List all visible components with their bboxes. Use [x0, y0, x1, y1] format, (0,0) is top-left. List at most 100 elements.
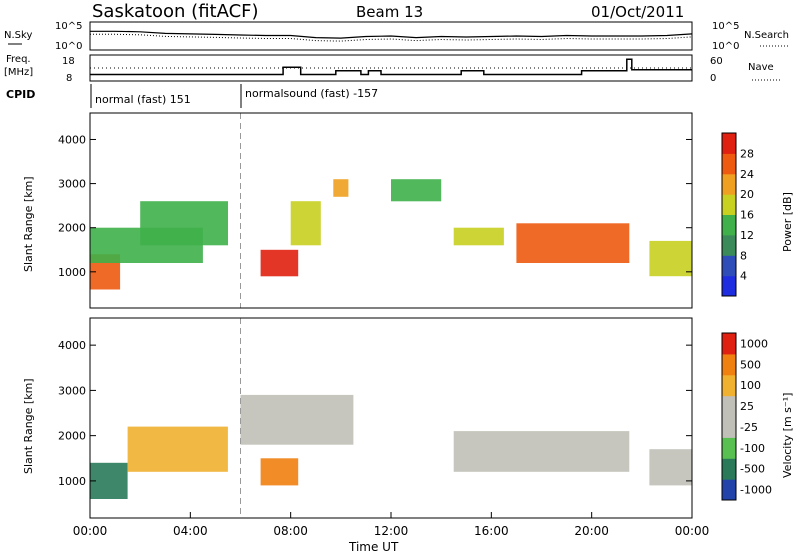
velocity-colorbar-cell-1 — [722, 458, 736, 480]
x-tick-label-5: 20:00 — [574, 524, 609, 538]
power-colorbar-tick-0: 4 — [740, 270, 747, 283]
noise-sky-label: N.Sky — [4, 30, 32, 41]
velocity-colorbar-frame — [721, 332, 737, 501]
freq-label-line1: Freq. — [6, 54, 31, 65]
power-colorbar-cell-0 — [722, 275, 736, 297]
power-panel-frame — [89, 112, 693, 309]
velocity-colorbar-cell-2 — [722, 437, 736, 459]
x-axis-label: Time UT — [348, 540, 399, 554]
x-tick-label-3: 12:00 — [374, 524, 409, 538]
noise-search-label: N.Search — [744, 30, 789, 41]
x-tick-label-2: 08:00 — [273, 524, 308, 538]
velPanel-region-0 — [90, 462, 128, 499]
power-ytick-label-1: 2000 — [58, 222, 86, 235]
power-colorbar-cell-3 — [722, 214, 736, 236]
cpid-segment-1: normal (fast) 151 — [95, 93, 191, 106]
velPanel-region-4 — [453, 431, 630, 472]
velocity-colorbar-tick-6: -500 — [740, 463, 765, 476]
power-yticks: 1000 2000 3000 4000 — [58, 133, 692, 279]
velPanel-region-1 — [127, 426, 228, 472]
freq-tick-8: 8 — [66, 73, 72, 84]
velocity-colorbar-tick-3: 25 — [740, 400, 754, 413]
velocity-colorbar: 1000 500 100 25 -25 -100 -500 -1000 — [721, 332, 772, 501]
power-colorbar-cell-2 — [722, 234, 736, 256]
velocity-colorbar-tick-0: 1000 — [740, 337, 768, 350]
power-colorbar-cell-4 — [722, 194, 736, 215]
powerPanel-region-5 — [333, 179, 349, 197]
powerPanel-region-9 — [649, 240, 692, 277]
powerPanel-region-4 — [290, 201, 321, 246]
date-label: 01/Oct/2011 — [591, 3, 684, 21]
velocity-colorbar-cell-6 — [722, 353, 736, 376]
velocity-ytick-label-1: 2000 — [58, 430, 86, 443]
velocity-ytick-label-0: 1000 — [58, 475, 86, 488]
velocity-panel-frame — [89, 317, 693, 519]
velocity-colorbar-tick-5: -100 — [740, 442, 765, 455]
velocity-colorbar-cell-7 — [722, 333, 736, 355]
velocity-colorbar-label: Velocity [m s⁻¹] — [781, 393, 794, 478]
power-colorbar-cell-6 — [722, 153, 736, 175]
velocity-colorbar-cell-4 — [722, 395, 736, 417]
velocity-ylabel: Slant Range [km] — [22, 378, 35, 474]
velocity-panel — [90, 318, 692, 518]
x-tick-label-6: 00:00 — [675, 524, 710, 538]
velocity-colorbar-cell-5 — [722, 374, 736, 397]
velocity-colorbar-cell-0 — [722, 479, 736, 501]
velPanel-region-2 — [240, 394, 354, 445]
noise-ytick-top-right: 10^5 — [712, 21, 739, 32]
velocity-colorbar-tick-7: -1000 — [740, 484, 772, 497]
velocity-colorbar-tick-1: 500 — [740, 358, 761, 371]
power-colorbar: 4 8 12 16 20 24 28 — [721, 132, 754, 297]
noise-ytick-bottom: 10^0 — [55, 41, 82, 52]
power-colorbar-tick-3: 16 — [740, 209, 754, 222]
station-title: Saskatoon (fitACF) — [92, 1, 259, 22]
power-colorbar-tick-4: 20 — [740, 188, 754, 201]
freq-tick-18: 18 — [62, 56, 75, 67]
velPanel-region-3 — [260, 458, 299, 486]
power-colorbar-cell-7 — [722, 133, 736, 154]
power-colorbar-cell-1 — [722, 255, 736, 277]
frequency-series — [90, 58, 692, 76]
velocity-ytick-label-2: 3000 — [58, 384, 86, 397]
powerPanel-region-2 — [140, 201, 228, 246]
power-ytick-label-2: 3000 — [58, 178, 86, 191]
powerPanel-region-7 — [453, 227, 504, 246]
velocity-colorbar-tick-2: 100 — [740, 379, 761, 392]
velocity-ytick-label-3: 4000 — [58, 339, 86, 352]
power-colorbar-tick-6: 28 — [740, 147, 754, 160]
power-colorbar-frame — [721, 132, 737, 297]
power-ylabel: Slant Range [km] — [22, 176, 35, 272]
x-axis-ticks: 00:00 04:00 08:00 12:00 16:00 20:00 00:00 — [73, 512, 710, 538]
noise-ytick-top: 10^5 — [55, 21, 82, 32]
power-ytick-label-3: 4000 — [58, 133, 86, 146]
noise-search-series — [90, 33, 693, 42]
x-tick-label-0: 00:00 — [73, 524, 108, 538]
power-panel — [90, 113, 692, 308]
x-tick-label-1: 04:00 — [173, 524, 208, 538]
velPanel-region-5 — [649, 449, 692, 486]
x-tick-label-4: 16:00 — [474, 524, 509, 538]
cpid-label: CPID — [6, 88, 35, 101]
noise-ytick-bottom-right: 10^0 — [712, 41, 739, 52]
beam-label: Beam 13 — [356, 3, 423, 21]
nave-tick-60: 60 — [710, 56, 723, 67]
cpid-segment-2: normalsound (fast) -157 — [245, 87, 378, 100]
powerPanel-region-3 — [260, 249, 299, 277]
power-colorbar-tick-1: 8 — [740, 249, 747, 262]
velocity-colorbar-tick-4: -25 — [740, 421, 758, 434]
noise-sky-series — [90, 30, 693, 39]
power-ytick-label-0: 1000 — [58, 266, 86, 279]
velocity-yticks: 1000 2000 3000 4000 — [58, 339, 692, 488]
noise-panel-frame — [89, 21, 693, 51]
power-colorbar-label: Power [dB] — [781, 192, 794, 252]
velocity-colorbar-cell-3 — [722, 416, 736, 438]
power-colorbar-tick-2: 12 — [740, 229, 754, 242]
nave-tick-0: 0 — [710, 73, 716, 84]
power-colorbar-cell-5 — [722, 173, 736, 195]
freq-label-line2: [MHz] — [4, 67, 33, 78]
powerPanel-region-8 — [516, 223, 630, 263]
nave-label: Nave — [748, 62, 774, 73]
powerPanel-region-6 — [391, 179, 442, 202]
power-colorbar-tick-5: 24 — [740, 168, 754, 181]
